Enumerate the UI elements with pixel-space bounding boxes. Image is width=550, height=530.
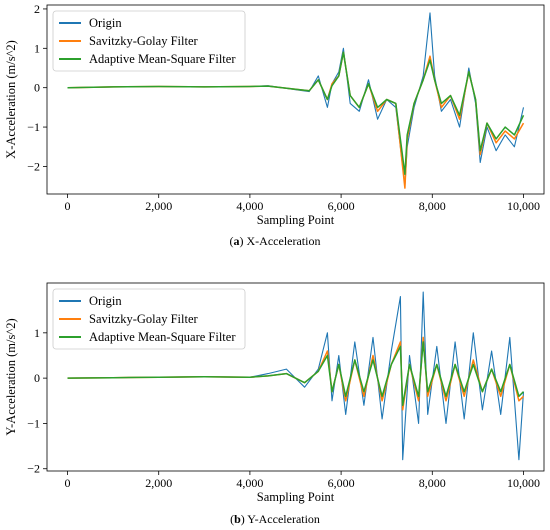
chart2-xtick-label-6: 10,000 — [507, 476, 540, 490]
chart2-ytick-label-1: −2 — [27, 462, 40, 476]
chart1-ytick-label-2: −1 — [27, 120, 40, 134]
chart2-legend: Origin Savitzky-Golay Filter Adaptive Mean… — [52, 288, 246, 350]
chart1-legend-label-3: Adaptive Mean-Square Filter — [89, 52, 236, 66]
chart1-xtick-label-4: 6,000 — [328, 199, 355, 213]
chart1-xtick-label-3: 4,000 — [236, 199, 263, 213]
chart1-y-axis-title: X-Acceleration (m/s^2) — [4, 40, 18, 159]
chart2-xtick-label-3: 4,000 — [236, 476, 263, 490]
chart2-ytick-label-2: −1 — [27, 416, 40, 430]
chart2-xtick-label-5: 8,000 — [419, 476, 446, 490]
chart2-legend-label-1: Origin — [89, 294, 122, 308]
chart2-series-3-line — [67, 341, 525, 407]
chart1-series-3-line — [67, 51, 525, 176]
chart1-series-2-line — [67, 51, 525, 189]
chart1-xtick-label-2: 2,000 — [145, 199, 172, 213]
chart1-xtick-label-5: 8,000 — [419, 199, 446, 213]
caption-b-text: Y-Acceleration — [244, 512, 320, 526]
chart2-xtick-label-4: 6,000 — [328, 476, 355, 490]
chart2-y-axis-title: Y-Acceleration (m/s^2) — [4, 318, 18, 435]
chart2-ytick-label-4: 1 — [34, 326, 40, 340]
caption-b-letter: b — [234, 512, 241, 526]
chart1-plot-frame — [46, 4, 545, 195]
chart1-x-axis-title: Sampling Point — [257, 213, 335, 227]
chart1-ytick-label-5: 2 — [34, 2, 40, 16]
chart2-xtick-label-2: 2,000 — [145, 476, 172, 490]
chart2-xtick-label-1: 0 — [65, 476, 71, 490]
chart2-plot-frame — [46, 282, 545, 472]
chart1-ytick-label-3: 0 — [34, 81, 40, 95]
chart2: 0 2,000 4,000 6,000 8,000 10,000 −2 −1 0 1 Samplin… — [4, 282, 545, 504]
chart1-legend: Origin Savitzky-Golay Filter Adaptive Mean… — [52, 10, 246, 72]
chart2-ytick-label-3: 0 — [34, 371, 40, 385]
chart1: 0 2,000 4,000 6,000 8,000 10,000 −2 −1 0 1 2 Sampli… — [4, 2, 545, 227]
chart2-legend-label-2: Savitzky-Golay Filter — [89, 312, 198, 326]
chart1-xtick-label-1: 0 — [65, 199, 71, 213]
chart2-x-axis-title: Sampling Point — [257, 490, 335, 504]
caption-a: (a) X-Acceleration — [229, 234, 321, 248]
chart1-legend-label-2: Savitzky-Golay Filter — [89, 34, 198, 48]
chart1-xtick-label-6: 10,000 — [507, 199, 540, 213]
chart1-legend-label-1: Origin — [89, 16, 122, 30]
chart2-legend-label-3: Adaptive Mean-Square Filter — [89, 330, 236, 344]
chart1-ytick-label-4: 1 — [34, 41, 40, 55]
caption-b: (b) Y-Acceleration — [230, 512, 320, 526]
chart2-series-1-line — [67, 291, 525, 461]
caption-a-text: X-Acceleration — [243, 234, 321, 248]
chart2-legend-box — [52, 288, 246, 350]
caption-a-letter: a — [233, 234, 240, 248]
chart1-legend-box — [52, 10, 246, 72]
chart1-ytick-label-1: −2 — [27, 159, 40, 173]
